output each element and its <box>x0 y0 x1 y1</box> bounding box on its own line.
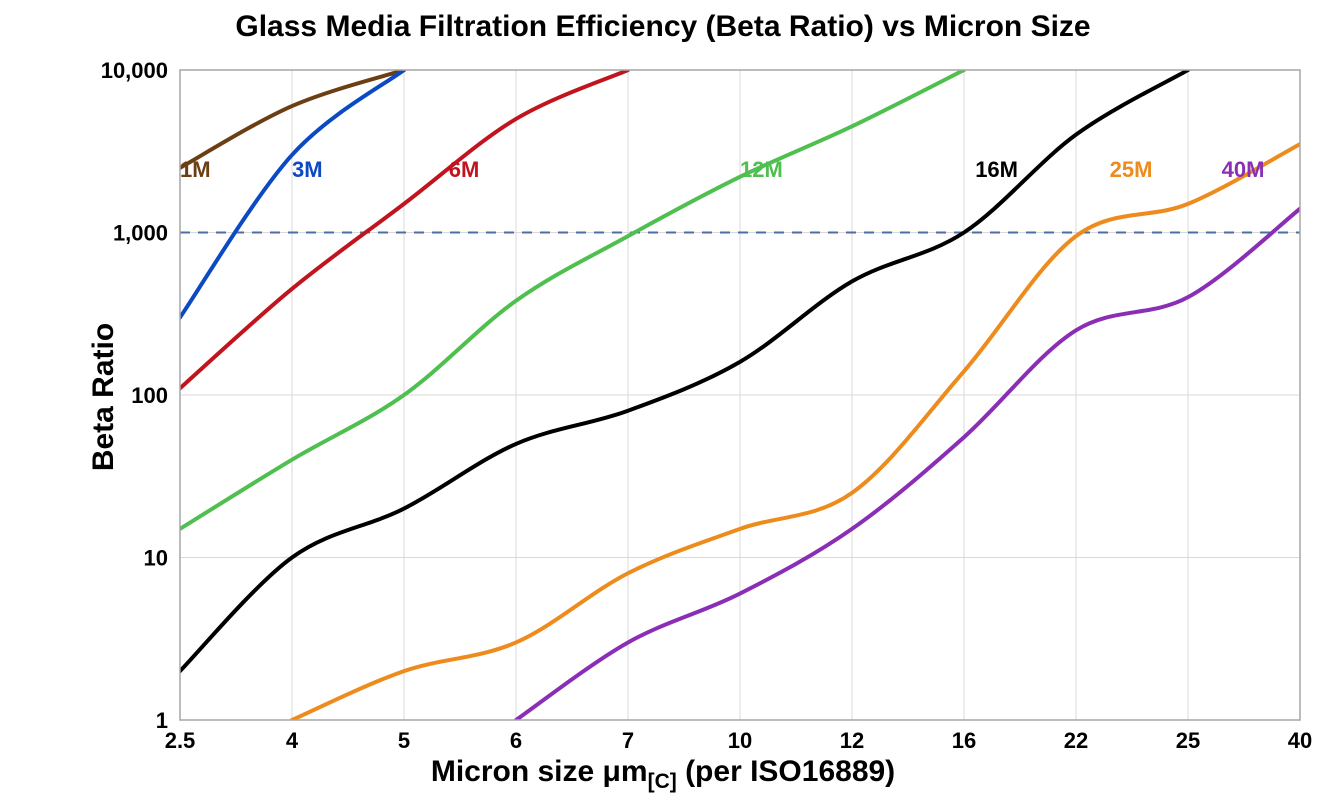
svg-text:12: 12 <box>840 728 864 753</box>
svg-text:2.5: 2.5 <box>165 728 196 753</box>
svg-text:10,000: 10,000 <box>101 58 168 83</box>
svg-text:1,000: 1,000 <box>113 221 168 246</box>
svg-text:10: 10 <box>728 728 752 753</box>
svg-text:7: 7 <box>622 728 634 753</box>
svg-text:10: 10 <box>144 546 168 571</box>
chart-plot: 2.5 4 5 6 7 10 12 16 22 25 40 1 10 100 1,000 10,000 1M 3M… <box>0 0 1326 802</box>
svg-text:40M: 40M <box>1222 157 1265 182</box>
svg-text:1M: 1M <box>180 157 211 182</box>
svg-text:4: 4 <box>286 728 299 753</box>
svg-text:6M: 6M <box>449 157 480 182</box>
svg-text:25: 25 <box>1176 728 1200 753</box>
svg-text:25M: 25M <box>1110 157 1153 182</box>
svg-text:16M: 16M <box>975 157 1018 182</box>
svg-text:22: 22 <box>1064 728 1088 753</box>
svg-text:12M: 12M <box>740 157 783 182</box>
svg-text:16: 16 <box>952 728 976 753</box>
svg-text:1: 1 <box>156 708 168 733</box>
svg-text:6: 6 <box>510 728 522 753</box>
svg-text:3M: 3M <box>292 157 323 182</box>
svg-text:100: 100 <box>131 383 168 408</box>
svg-text:5: 5 <box>398 728 410 753</box>
svg-text:40: 40 <box>1288 728 1312 753</box>
chart-container: Glass Media Filtration Efficiency (Beta … <box>0 0 1326 802</box>
